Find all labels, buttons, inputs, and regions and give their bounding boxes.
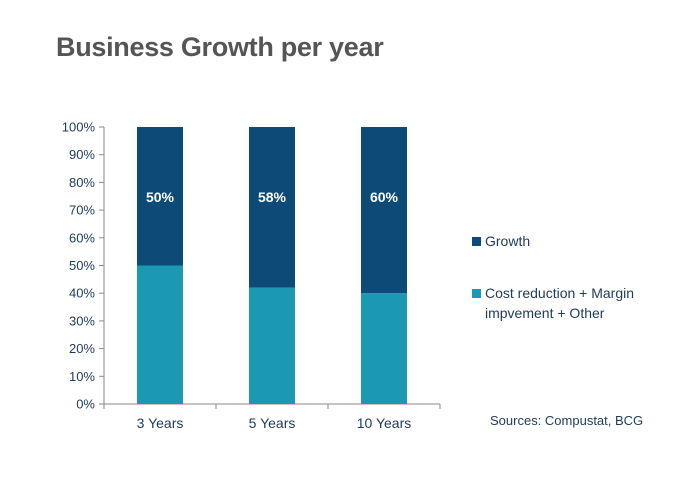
bars: 50% 58% 60% — [137, 127, 407, 404]
y-tick-label: 20% — [69, 341, 95, 356]
bar-segment-growth — [361, 127, 407, 294]
y-tick-label: 80% — [69, 175, 95, 190]
x-tick-label: 3 Years — [137, 415, 184, 431]
y-tick-label: 70% — [69, 203, 95, 218]
legend-label-cost: Cost reduction + Margin impvement + Othe… — [485, 285, 635, 321]
x-tick-label: 10 Years — [357, 415, 412, 431]
legend-swatch-cost — [472, 289, 481, 298]
y-tick-label: 0% — [76, 397, 95, 412]
y-tick-label: 40% — [69, 286, 95, 301]
y-tick-label: 30% — [69, 313, 95, 328]
chart-title: Business Growth per year — [56, 32, 384, 62]
y-axis: 0% 10% 20% 30% 40% 50% 60% 70% 80% 90% 100% — [62, 120, 105, 412]
y-tick-label: 50% — [69, 258, 95, 273]
bar-segment-cost — [361, 293, 407, 404]
bar-segment-cost — [249, 287, 295, 404]
source-note: Sources: Compustat, BCG — [490, 413, 644, 428]
x-tick-label: 5 Years — [249, 415, 296, 431]
y-tick-label: 10% — [69, 369, 95, 384]
y-tick-label: 90% — [69, 147, 95, 162]
data-label: 58% — [258, 189, 287, 205]
bar-segment-cost — [137, 265, 183, 404]
x-axis: 3 Years 5 Years 10 Years — [103, 403, 441, 431]
legend-label-growth: Growth — [485, 233, 531, 249]
legend-swatch-growth — [472, 237, 481, 246]
y-tick-label: 100% — [62, 120, 96, 135]
legend-item-growth: Growth — [472, 231, 655, 251]
legend-item-cost: Cost reduction + Margin impvement + Othe… — [472, 283, 655, 323]
data-label: 50% — [146, 189, 175, 205]
bar-segment-growth — [137, 127, 183, 266]
bar-segment-growth — [249, 127, 295, 288]
data-label: 60% — [370, 189, 399, 205]
y-tick-label: 60% — [69, 230, 95, 245]
